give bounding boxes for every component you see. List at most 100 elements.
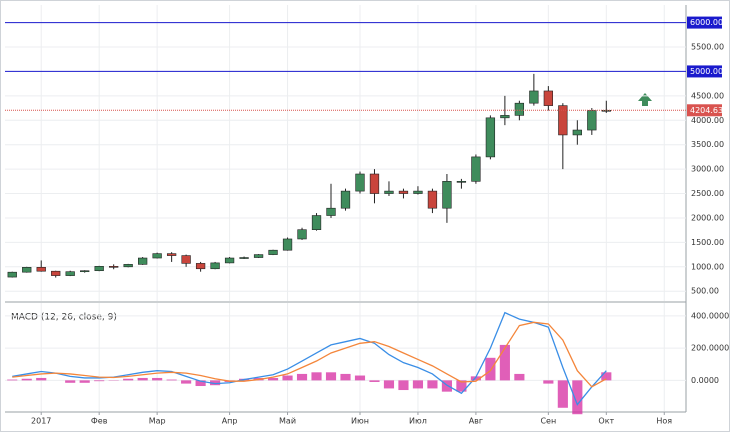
x-tick-label: Сен <box>540 417 556 426</box>
y-tick-label: 1500.00 <box>691 238 724 247</box>
histogram-bar <box>470 376 481 381</box>
histogram-bar <box>152 377 163 381</box>
histogram-bar <box>398 380 409 391</box>
y-tick-label: 3500.00 <box>691 140 724 149</box>
x-tick-label: Фев <box>91 417 108 426</box>
candle-body <box>340 190 351 209</box>
histogram-bar <box>340 373 351 381</box>
candle-body <box>65 271 75 276</box>
candle-body <box>587 110 597 131</box>
histogram-bar <box>325 372 337 381</box>
histogram-bar <box>383 380 395 389</box>
histogram-bar <box>137 377 148 381</box>
candle-body <box>195 263 206 270</box>
candle-body <box>427 190 438 209</box>
histogram-bar <box>282 375 293 381</box>
candle-body <box>456 181 467 183</box>
macd-line <box>12 321 607 388</box>
histogram-bar <box>166 379 177 381</box>
candle-body <box>94 266 104 272</box>
candle-body <box>384 190 394 194</box>
candle-body <box>166 253 177 256</box>
histogram-bar <box>195 380 206 387</box>
histogram-bar <box>456 380 467 392</box>
candle-body <box>442 181 452 209</box>
candle-body <box>224 257 235 264</box>
price-label: 5000.00 <box>690 67 723 76</box>
candle-body <box>558 105 568 136</box>
histogram-bar <box>369 380 380 382</box>
x-tick-label: Авг <box>469 417 483 426</box>
histogram-bar <box>412 380 424 389</box>
y-tick-label: 500.00 <box>691 287 719 296</box>
x-tick-label: Окт <box>598 417 614 426</box>
x-tick-label: Апр <box>222 417 238 426</box>
y-tick-label: 200.0000 <box>691 344 729 353</box>
histogram-bar <box>557 380 568 408</box>
histogram-bar <box>514 373 525 381</box>
candle-body <box>369 173 380 194</box>
candle-body <box>413 190 423 194</box>
x-tick-label: Ноя <box>656 417 672 426</box>
x-tick-label: Июн <box>351 417 369 426</box>
histogram-bar <box>601 372 612 381</box>
y-tick-label: 400.0000 <box>691 311 729 320</box>
candle-body <box>311 215 322 230</box>
y-tick-label: 3000.00 <box>691 165 724 174</box>
x-tick-label: 2017 <box>31 417 51 426</box>
y-tick-label: 1000.00 <box>691 262 724 271</box>
candle-body <box>123 264 133 268</box>
x-tick-label: Мар <box>149 417 166 426</box>
histogram-bar <box>296 373 308 381</box>
candle-body <box>485 117 496 158</box>
y-tick-label: 2500.00 <box>691 189 724 198</box>
candle-body <box>253 254 264 258</box>
histogram-bar <box>123 378 134 381</box>
histogram-bar <box>427 380 438 389</box>
candle-body <box>210 262 220 270</box>
histogram-bar <box>7 379 18 381</box>
price-label: 4204.63 <box>690 106 723 115</box>
x-tick-label: Май <box>279 417 296 426</box>
candle-body <box>529 90 539 104</box>
candle-body <box>326 207 336 216</box>
candle-body <box>355 173 365 192</box>
candle-body <box>514 102 525 116</box>
candle-body <box>398 190 409 194</box>
histogram-bar <box>181 380 192 384</box>
y-tick-label: 0.0000 <box>691 376 719 385</box>
histogram-bar <box>267 377 279 381</box>
histogram-bar <box>311 372 322 381</box>
histogram-bar <box>210 380 221 386</box>
histogram-bar <box>21 378 32 381</box>
up-arrow-icon <box>638 93 652 106</box>
macd-title: MACD (12, 26, close, 9) <box>11 313 117 323</box>
histogram-bar <box>79 380 90 383</box>
candle-body <box>572 129 582 136</box>
candle-body <box>471 156 481 182</box>
candle-body <box>152 253 162 259</box>
y-tick-label: 2000.00 <box>691 213 724 222</box>
histogram-bar <box>572 380 583 415</box>
y-tick-label: 5500.00 <box>691 43 724 52</box>
price-label-box <box>687 16 722 29</box>
histogram-bar <box>94 380 105 382</box>
x-tick-label: Июл <box>409 417 427 426</box>
histogram-bar <box>36 377 47 381</box>
histogram-bar <box>485 357 496 381</box>
histogram-bar <box>543 380 554 384</box>
y-tick-label: 4000.00 <box>691 116 724 125</box>
candle-body <box>7 271 17 278</box>
candle-body <box>500 115 510 119</box>
candle-body <box>22 266 32 273</box>
histogram-bar <box>354 375 366 381</box>
histogram-bar <box>65 380 76 383</box>
histogram-bar <box>499 344 510 381</box>
candle-body <box>36 266 46 272</box>
candle-body <box>138 257 148 265</box>
price-label-box <box>687 65 722 78</box>
y-tick-label: 4500.00 <box>691 91 724 100</box>
candle-body <box>282 238 293 251</box>
